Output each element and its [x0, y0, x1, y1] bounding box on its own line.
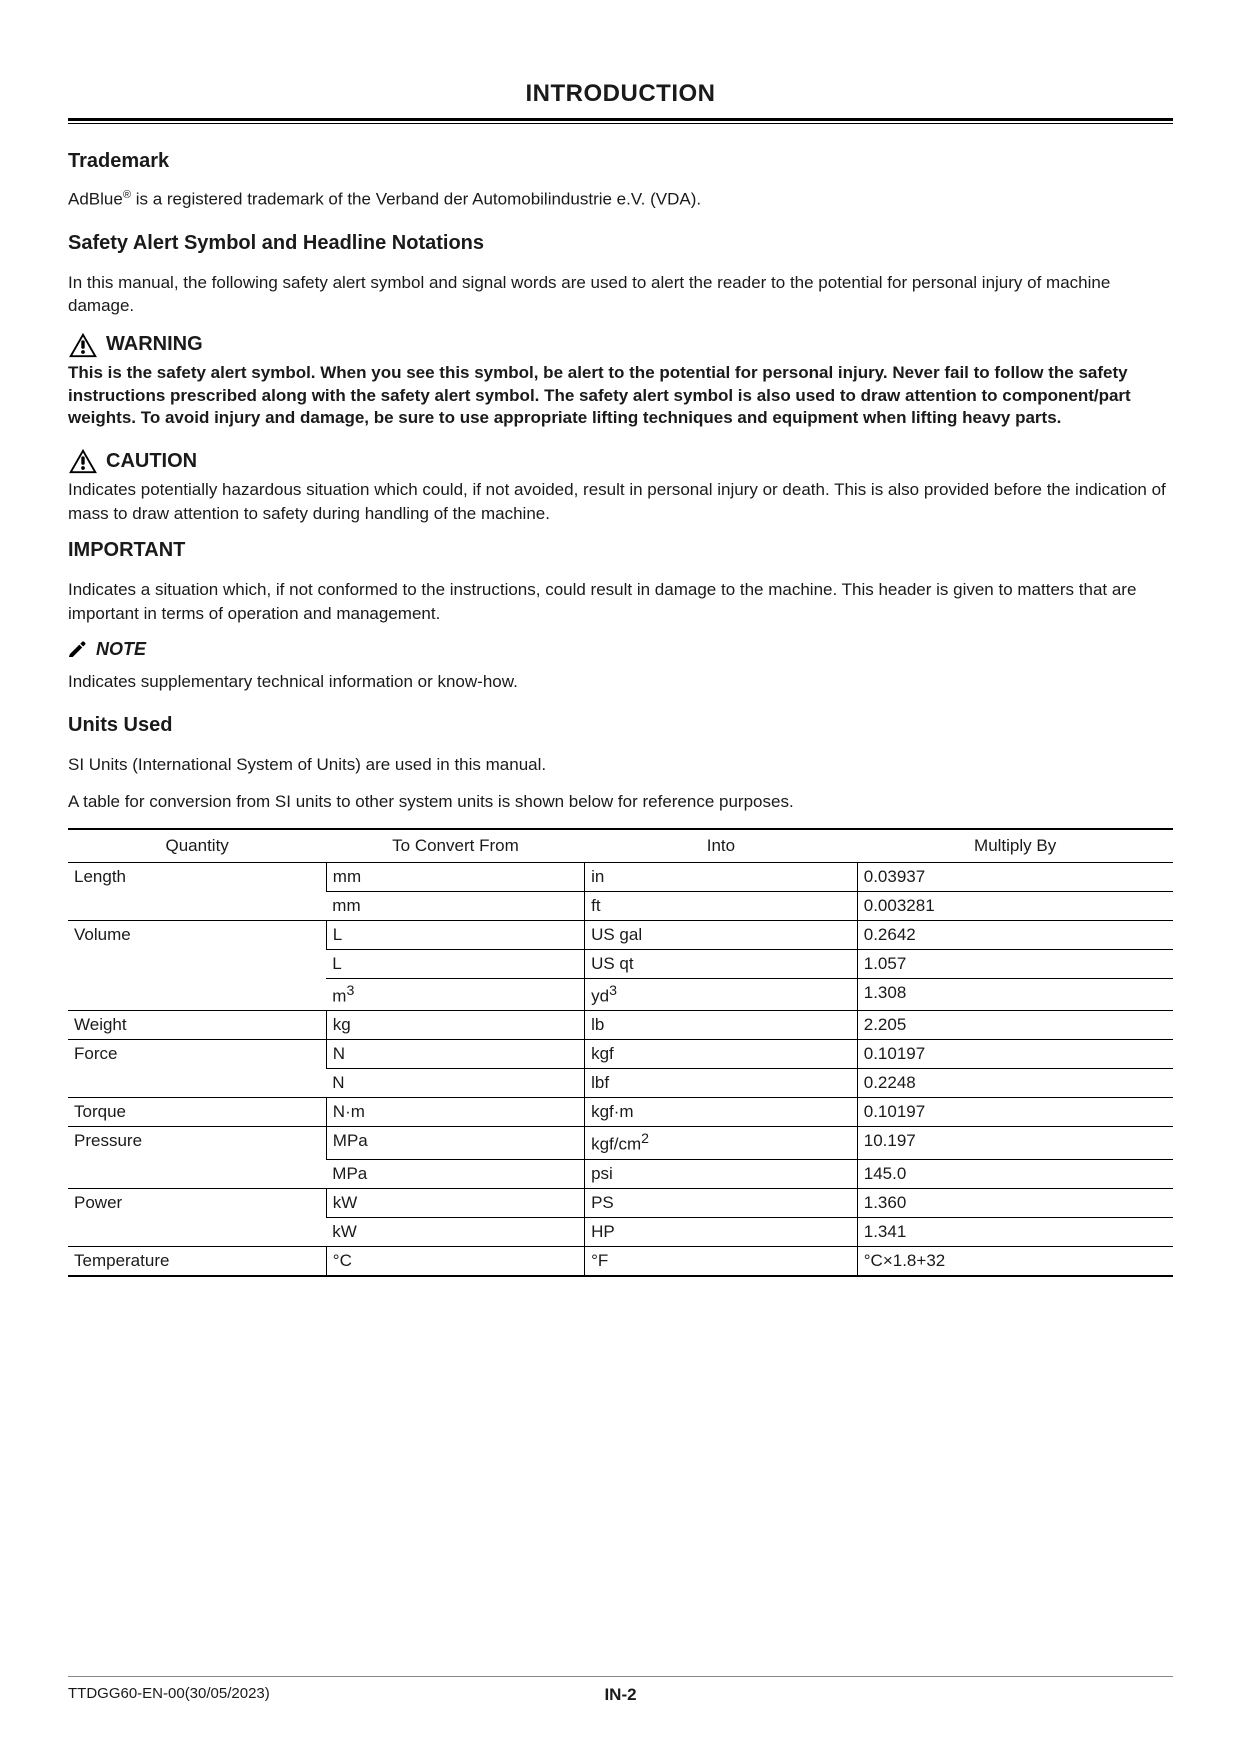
cell-into: °F — [585, 1246, 858, 1276]
units-heading: Units Used — [68, 714, 1173, 737]
cell-quantity: Temperature — [68, 1246, 326, 1276]
table-row: Weightkglb2.205 — [68, 1011, 1173, 1040]
cell-from: mm — [326, 891, 584, 920]
trademark-suffix: is a registered trademark of the Verband… — [131, 190, 701, 209]
important-heading: IMPORTANT — [68, 539, 1173, 562]
cell-multiply: 0.2642 — [857, 920, 1173, 949]
cell-quantity: Pressure — [68, 1127, 326, 1189]
cell-into: ft — [585, 891, 858, 920]
cell-from: MPa — [326, 1159, 584, 1188]
title-rule — [68, 118, 1173, 124]
caution-label: CAUTION — [106, 450, 197, 473]
table-row: PowerkWPS1.360 — [68, 1188, 1173, 1217]
warning-icon — [68, 332, 98, 358]
cell-quantity: Length — [68, 862, 326, 920]
trademark-reg: ® — [123, 189, 131, 201]
cell-multiply: 1.360 — [857, 1188, 1173, 1217]
cell-from: L — [326, 949, 584, 978]
table-row: Lengthmmin0.03937 — [68, 862, 1173, 891]
cell-quantity: Force — [68, 1040, 326, 1098]
safety-heading: Safety Alert Symbol and Headline Notatio… — [68, 232, 1173, 255]
col-quantity: Quantity — [68, 829, 326, 863]
note-row: NOTE — [68, 639, 1173, 660]
cell-into: psi — [585, 1159, 858, 1188]
page-footer: TTDGG60-EN-00(30/05/2023) IN-2 — [68, 1676, 1173, 1702]
note-text: Indicates supplementary technical inform… — [68, 670, 1173, 693]
trademark-prefix: AdBlue — [68, 190, 123, 209]
cell-from: kg — [326, 1011, 584, 1040]
cell-from: L — [326, 920, 584, 949]
cell-from: N — [326, 1040, 584, 1069]
cell-quantity: Volume — [68, 920, 326, 1011]
cell-multiply: 10.197 — [857, 1127, 1173, 1160]
footer-spacer — [1169, 1685, 1173, 1702]
col-into: Into — [585, 829, 858, 863]
table-row: VolumeLUS gal0.2642 — [68, 920, 1173, 949]
cell-multiply: 145.0 — [857, 1159, 1173, 1188]
table-row: Temperature°C°F°C×1.8+32 — [68, 1246, 1173, 1276]
table-header-row: Quantity To Convert From Into Multiply B… — [68, 829, 1173, 863]
cell-multiply: 0.03937 — [857, 862, 1173, 891]
cell-into: lb — [585, 1011, 858, 1040]
cell-from: mm — [326, 862, 584, 891]
cell-multiply: 0.003281 — [857, 891, 1173, 920]
footer-page-number: IN-2 — [604, 1685, 636, 1705]
cell-into: in — [585, 862, 858, 891]
safety-intro: In this manual, the following safety ale… — [68, 271, 1173, 318]
trademark-text: AdBlue® is a registered trademark of the… — [68, 189, 1173, 210]
cell-into: HP — [585, 1217, 858, 1246]
conversion-table: Quantity To Convert From Into Multiply B… — [68, 828, 1173, 1277]
page-title: INTRODUCTION — [68, 80, 1173, 108]
cell-from: °C — [326, 1246, 584, 1276]
footer-doc-id: TTDGG60-EN-00(30/05/2023) — [68, 1685, 270, 1702]
note-label: NOTE — [96, 639, 146, 660]
caution-text: Indicates potentially hazardous situatio… — [68, 478, 1173, 525]
footer-rule — [68, 1676, 1173, 1677]
cell-multiply: 2.205 — [857, 1011, 1173, 1040]
col-multiply: Multiply By — [857, 829, 1173, 863]
cell-into: US gal — [585, 920, 858, 949]
cell-into: lbf — [585, 1069, 858, 1098]
cell-into: PS — [585, 1188, 858, 1217]
units-intro1: SI Units (International System of Units)… — [68, 753, 1173, 776]
cell-multiply: 1.341 — [857, 1217, 1173, 1246]
units-intro2: A table for conversion from SI units to … — [68, 790, 1173, 813]
note-icon — [68, 640, 88, 660]
cell-multiply: 0.10197 — [857, 1040, 1173, 1069]
table-row: TorqueN·mkgf·m0.10197 — [68, 1098, 1173, 1127]
cell-into: US qt — [585, 949, 858, 978]
caution-icon — [68, 448, 98, 474]
cell-from: N·m — [326, 1098, 584, 1127]
cell-multiply: 0.2248 — [857, 1069, 1173, 1098]
cell-from: MPa — [326, 1127, 584, 1160]
cell-quantity: Torque — [68, 1098, 326, 1127]
cell-multiply: 1.308 — [857, 978, 1173, 1011]
cell-from: m3 — [326, 978, 584, 1011]
important-text: Indicates a situation which, if not conf… — [68, 578, 1173, 625]
table-row: ForceNkgf0.10197 — [68, 1040, 1173, 1069]
cell-into: kgf/cm2 — [585, 1127, 858, 1160]
cell-into: yd3 — [585, 978, 858, 1011]
col-from: To Convert From — [326, 829, 584, 863]
cell-multiply: °C×1.8+32 — [857, 1246, 1173, 1276]
cell-multiply: 1.057 — [857, 949, 1173, 978]
cell-into: kgf — [585, 1040, 858, 1069]
cell-from: kW — [326, 1217, 584, 1246]
cell-from: kW — [326, 1188, 584, 1217]
trademark-heading: Trademark — [68, 150, 1173, 173]
cell-quantity: Weight — [68, 1011, 326, 1040]
cell-quantity: Power — [68, 1188, 326, 1246]
cell-multiply: 0.10197 — [857, 1098, 1173, 1127]
cell-from: N — [326, 1069, 584, 1098]
cell-into: kgf·m — [585, 1098, 858, 1127]
warning-row: WARNING — [68, 332, 1173, 358]
caution-row: CAUTION — [68, 448, 1173, 474]
table-row: PressureMPakgf/cm210.197 — [68, 1127, 1173, 1160]
warning-label: WARNING — [106, 333, 203, 356]
warning-text: This is the safety alert symbol. When yo… — [68, 362, 1173, 431]
